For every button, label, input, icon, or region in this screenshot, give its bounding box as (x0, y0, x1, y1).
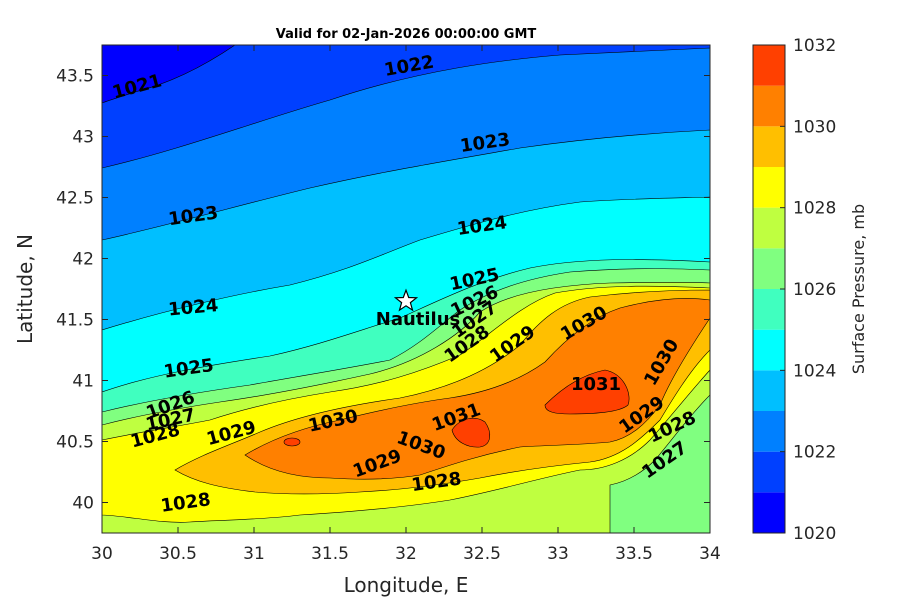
colorbar-tick-label: 1030 (793, 117, 836, 137)
y-tick-label: 41.5 (56, 311, 94, 331)
x-axis-label: Longitude, E (344, 573, 469, 597)
band-1020 (102, 45, 236, 104)
colorbar-segment (753, 207, 785, 249)
colorbar-label: Surface Pressure, mb (849, 204, 868, 374)
chart-title: Valid for 02-Jan-2026 00:00:00 GMT (276, 27, 537, 42)
x-axis: 30 30.5 31 31.5 32 32.5 33 33.5 34 (91, 45, 721, 564)
x-tick-label: 31 (243, 544, 265, 564)
star-icon (393, 288, 419, 312)
colorbar-segment (753, 289, 785, 330)
y-tick-label: 41 (72, 372, 94, 392)
band-1031 (283, 437, 301, 447)
colorbar-segment (753, 248, 785, 289)
y-tick-label: 42.5 (56, 189, 94, 209)
colorbar-tick-label: 1020 (793, 524, 836, 544)
colorbar-segment (753, 370, 785, 411)
station-label: Nautilus (376, 309, 461, 330)
x-tick-label: 30.5 (159, 544, 197, 564)
colorbar-tick-label: 1026 (793, 280, 836, 300)
colorbar: 1020 1022 1024 1026 1028 1030 1032 (752, 36, 836, 544)
x-tick-label: 33.5 (615, 544, 653, 564)
station-marker: Nautilus (376, 288, 461, 330)
y-tick-label: 42 (72, 250, 94, 270)
x-tick-label: 32.5 (463, 544, 501, 564)
colorbar-segment (753, 45, 785, 86)
x-tick-label: 32 (395, 544, 417, 564)
colorbar-segment (753, 126, 785, 167)
band-1031 (451, 417, 490, 448)
colorbar-tick-label: 1024 (793, 361, 836, 381)
x-tick-label: 33 (547, 544, 569, 564)
colorbar-tick-label: 1022 (793, 443, 836, 463)
contour-label: 1031 (571, 374, 621, 395)
y-tick-label: 43.5 (56, 67, 94, 87)
colorbar-segment (753, 85, 785, 127)
contour-label: 1024 (167, 295, 219, 320)
colorbar-tick-label: 1032 (793, 36, 836, 56)
x-tick-label: 34 (699, 544, 721, 564)
x-tick-label: 30 (91, 544, 113, 564)
colorbar-segment (753, 492, 785, 533)
band-1031 (544, 369, 630, 415)
y-axis: 40 40.5 41 41.5 42 42.5 43 43.5 (56, 67, 710, 514)
colorbar-segment (753, 167, 785, 208)
colorbar-tick-label: 1028 (793, 199, 836, 219)
y-tick-label: 43 (72, 128, 94, 148)
y-axis-label: Latitude, N (13, 234, 37, 344)
colorbar-segment (753, 451, 785, 493)
band-1030 (244, 298, 710, 480)
colorbar-segment (753, 329, 785, 371)
colorbar-segment (753, 411, 785, 452)
y-tick-label: 40 (72, 494, 94, 514)
x-tick-label: 31.5 (311, 544, 349, 564)
y-tick-label: 40.5 (56, 433, 94, 453)
